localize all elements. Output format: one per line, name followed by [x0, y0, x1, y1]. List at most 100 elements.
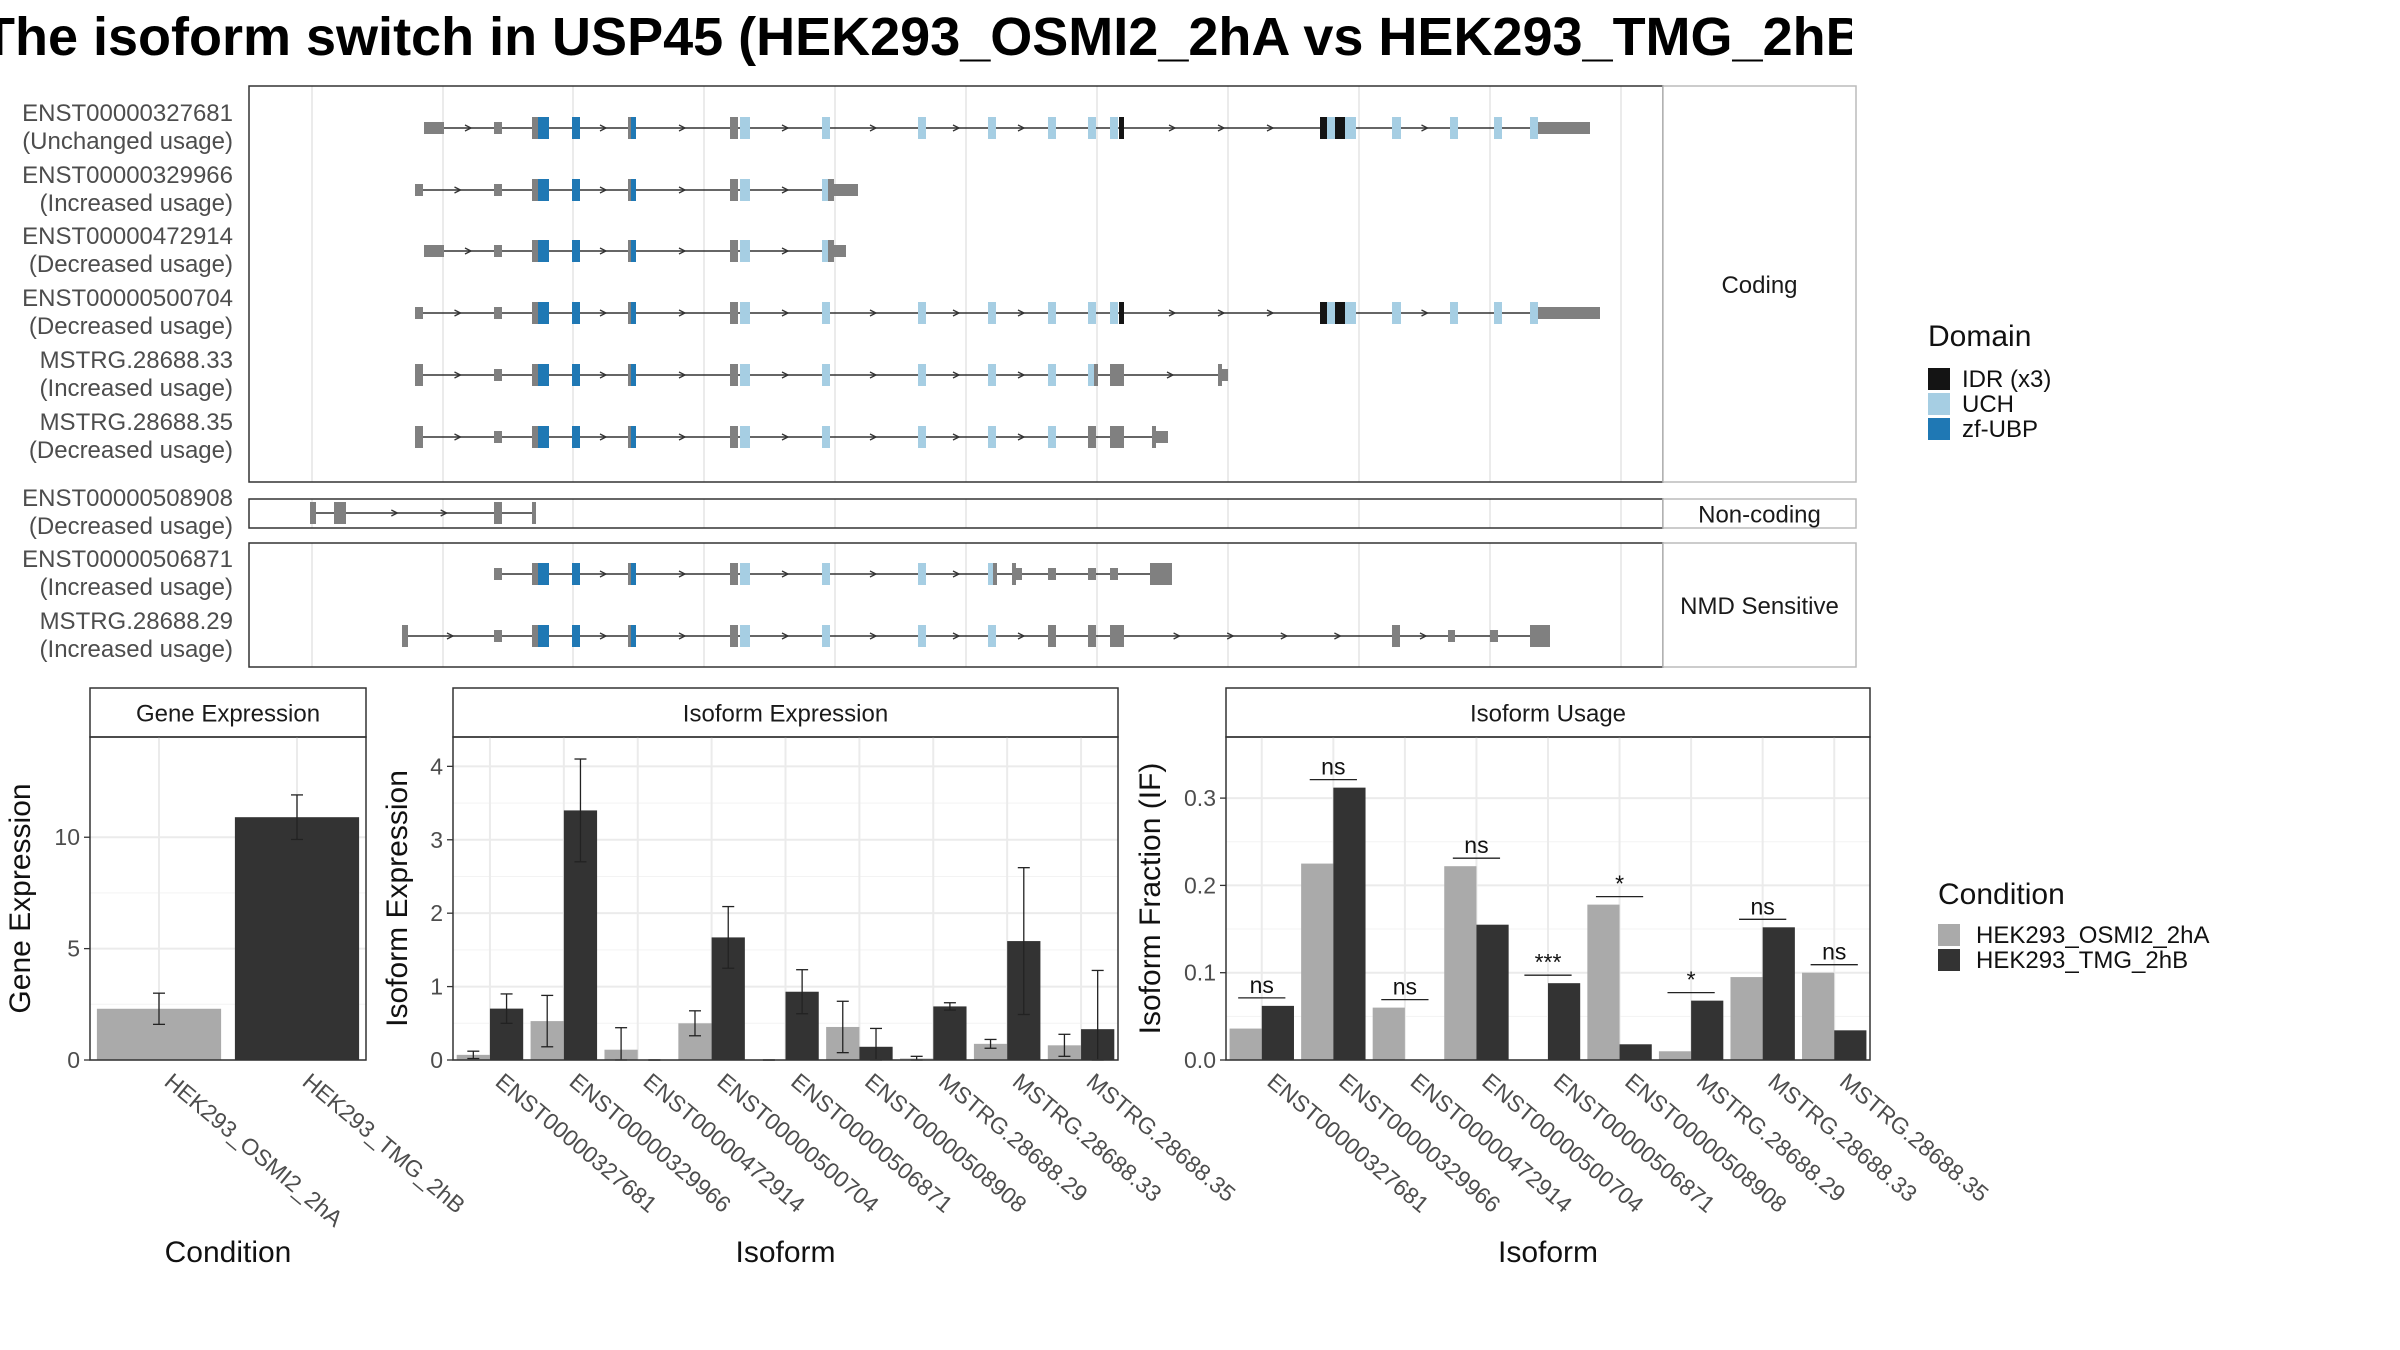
exon [730, 563, 738, 585]
exon [918, 426, 926, 448]
exon [538, 563, 549, 585]
exon [1088, 568, 1096, 580]
exon [1327, 302, 1335, 324]
exon [572, 563, 580, 585]
exon [918, 625, 926, 647]
facet-panel [249, 543, 1663, 667]
intron-arrow [454, 433, 462, 441]
exon [1016, 568, 1022, 580]
exon [1392, 302, 1401, 324]
intron-arrow [1017, 371, 1026, 379]
facet-strip [1662, 542, 1857, 668]
exon [415, 426, 423, 448]
exon [740, 179, 750, 201]
bar-osmi [973, 1043, 1008, 1060]
exon [532, 502, 536, 524]
bar-tmg [1548, 983, 1581, 1060]
exon [572, 364, 580, 386]
y-tick-label: 1 [430, 974, 443, 1000]
exon [822, 302, 830, 324]
exon [572, 625, 580, 647]
legend-title: Domain [1928, 320, 2031, 353]
intron-arrow [1266, 124, 1275, 132]
intron-arrow [1017, 632, 1026, 640]
intron-arrow [1419, 632, 1428, 640]
exon [740, 240, 750, 262]
panel-strip-label: Gene Expression [136, 701, 320, 728]
transcript-label: ENST00000506871 [22, 546, 233, 573]
intron-arrow [1017, 124, 1026, 132]
exon [532, 426, 538, 448]
intron-arrow [1226, 632, 1235, 640]
exon [1094, 364, 1098, 386]
exon [1494, 302, 1502, 324]
exon [1320, 117, 1327, 139]
exon [730, 302, 738, 324]
exon [415, 364, 423, 386]
intron-arrow [781, 186, 790, 194]
exon [1538, 122, 1590, 134]
legend-label: UCH [1962, 391, 2014, 418]
exon [532, 364, 538, 386]
intron-arrow [599, 433, 608, 441]
intron-arrow [952, 124, 961, 132]
exon [1012, 563, 1016, 585]
exon [1119, 117, 1124, 139]
facet-strip-label: Coding [1721, 272, 1797, 299]
intron-arrow [1017, 433, 1026, 441]
transcript-model [415, 364, 1228, 386]
bar-tmg [1762, 927, 1795, 1060]
exon [494, 307, 502, 319]
transcript-usage-label: (Increased usage) [40, 190, 233, 217]
intron-arrow [1217, 124, 1226, 132]
legend-key [1938, 924, 1960, 946]
bar-tmg [1691, 1000, 1724, 1060]
intron-arrow [599, 632, 608, 640]
exon [415, 307, 423, 319]
y-tick-label: 3 [430, 827, 443, 853]
exon [1320, 302, 1327, 324]
exon [310, 502, 316, 524]
exon [494, 122, 502, 134]
transcript-usage-label: (Increased usage) [40, 574, 233, 601]
exon [822, 426, 830, 448]
transcript-label: ENST00000508908 [22, 485, 233, 512]
exon [402, 625, 408, 647]
exon [1119, 302, 1124, 324]
exon [628, 563, 631, 585]
exon [494, 369, 502, 381]
intron-arrow [952, 371, 961, 379]
exon [1088, 426, 1096, 448]
intron-arrow [454, 186, 462, 194]
intron-arrow [869, 309, 878, 317]
exon [918, 364, 926, 386]
transcript-model [310, 502, 536, 524]
legend-label: zf-UBP [1962, 416, 2038, 443]
exon [1110, 117, 1118, 139]
intron-arrow [1166, 371, 1175, 379]
exon [988, 364, 996, 386]
bar-tmg [1333, 787, 1366, 1060]
exon [1538, 307, 1600, 319]
panel-strip [1225, 687, 1871, 738]
exon [1448, 630, 1455, 642]
transcript-label: ENST00000327681 [22, 100, 233, 127]
y-axis-label: Gene Expression [4, 783, 37, 1013]
significance-label: * [1687, 967, 1696, 993]
exon [538, 364, 549, 386]
exon [740, 364, 750, 386]
exon [532, 625, 538, 647]
exon [572, 240, 580, 262]
transcript-label: ENST00000329966 [22, 162, 233, 189]
intron-arrow [1334, 632, 1342, 640]
exon [1088, 364, 1094, 386]
intron-arrow [1217, 309, 1226, 317]
legend-key [1928, 418, 1950, 440]
y-axis-label: Isoform Expression [381, 770, 414, 1027]
exon [334, 502, 346, 524]
exon [1156, 431, 1168, 443]
exon [993, 563, 997, 585]
exon [740, 117, 750, 139]
intron-arrow [1173, 632, 1182, 640]
